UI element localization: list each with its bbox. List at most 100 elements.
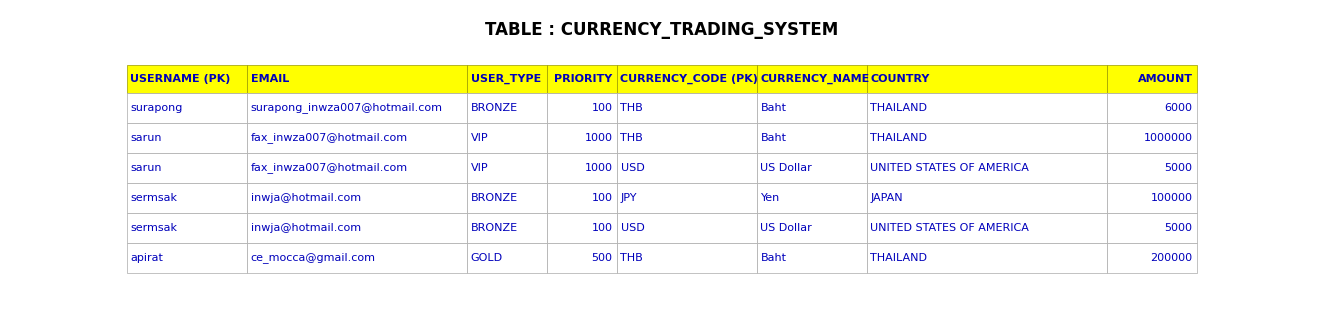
Bar <box>867 183 1106 213</box>
Text: UNITED STATES OF AMERICA: UNITED STATES OF AMERICA <box>871 223 1029 233</box>
Text: 1000000: 1000000 <box>1143 133 1192 143</box>
Text: sermsak: sermsak <box>131 193 177 203</box>
Text: BRONZE: BRONZE <box>471 193 517 203</box>
Text: inwja@hotmail.com: inwja@hotmail.com <box>250 193 361 203</box>
Bar <box>246 243 467 273</box>
Text: Baht: Baht <box>761 103 786 113</box>
Text: THAILAND: THAILAND <box>871 103 927 113</box>
Text: 100: 100 <box>591 223 613 233</box>
Bar <box>867 65 1106 93</box>
Text: USD: USD <box>620 163 644 173</box>
Bar <box>546 153 617 183</box>
Text: GOLD: GOLD <box>471 253 503 263</box>
Text: USD: USD <box>620 223 644 233</box>
Text: 100: 100 <box>591 103 613 113</box>
Bar <box>127 183 246 213</box>
Bar <box>467 123 546 153</box>
Text: apirat: apirat <box>131 253 163 263</box>
Bar <box>617 243 757 273</box>
Text: BRONZE: BRONZE <box>471 103 517 113</box>
Text: ce_mocca@gmail.com: ce_mocca@gmail.com <box>250 253 376 264</box>
Bar <box>617 123 757 153</box>
Bar <box>546 183 617 213</box>
Bar <box>467 65 546 93</box>
Text: VIP: VIP <box>471 133 488 143</box>
Bar <box>127 93 246 123</box>
Bar <box>757 93 867 123</box>
Text: CURRENCY_CODE (PK): CURRENCY_CODE (PK) <box>620 74 758 84</box>
Bar <box>757 243 867 273</box>
Bar <box>127 123 246 153</box>
Text: JAPAN: JAPAN <box>871 193 904 203</box>
Text: Baht: Baht <box>761 253 786 263</box>
Bar <box>246 123 467 153</box>
Text: THAILAND: THAILAND <box>871 133 927 143</box>
Bar <box>1106 93 1196 123</box>
Bar <box>1106 213 1196 243</box>
Bar <box>1106 65 1196 93</box>
Text: sarun: sarun <box>131 133 161 143</box>
Bar <box>867 123 1106 153</box>
Bar <box>1106 123 1196 153</box>
Bar <box>1106 153 1196 183</box>
Text: TABLE : CURRENCY_TRADING_SYSTEM: TABLE : CURRENCY_TRADING_SYSTEM <box>484 21 839 39</box>
Text: US Dollar: US Dollar <box>761 223 812 233</box>
Bar <box>546 65 617 93</box>
Bar <box>1106 243 1196 273</box>
Text: USER_TYPE: USER_TYPE <box>471 74 541 84</box>
Bar <box>867 243 1106 273</box>
Text: AMOUNT: AMOUNT <box>1138 74 1192 84</box>
Bar <box>617 153 757 183</box>
Bar <box>617 65 757 93</box>
Bar <box>757 65 867 93</box>
Text: VIP: VIP <box>471 163 488 173</box>
Text: 1000: 1000 <box>585 163 613 173</box>
Bar <box>757 183 867 213</box>
Bar <box>867 153 1106 183</box>
Bar <box>127 243 246 273</box>
Text: fax_inwza007@hotmail.com: fax_inwza007@hotmail.com <box>250 133 407 143</box>
Bar <box>617 93 757 123</box>
Text: sarun: sarun <box>131 163 161 173</box>
Text: PRIORITY: PRIORITY <box>554 74 613 84</box>
Text: USERNAME (PK): USERNAME (PK) <box>131 74 232 84</box>
Bar <box>867 213 1106 243</box>
Text: US Dollar: US Dollar <box>761 163 812 173</box>
Bar <box>246 183 467 213</box>
Text: fax_inwza007@hotmail.com: fax_inwza007@hotmail.com <box>250 163 407 173</box>
Text: JPY: JPY <box>620 193 636 203</box>
Bar <box>467 213 546 243</box>
Text: sermsak: sermsak <box>131 223 177 233</box>
Text: surapong_inwza007@hotmail.com: surapong_inwza007@hotmail.com <box>250 103 442 114</box>
Text: COUNTRY: COUNTRY <box>871 74 930 84</box>
Bar <box>467 93 546 123</box>
Text: THB: THB <box>620 253 643 263</box>
Bar <box>127 153 246 183</box>
Bar <box>246 93 467 123</box>
Text: surapong: surapong <box>131 103 183 113</box>
Bar <box>467 243 546 273</box>
Bar <box>467 183 546 213</box>
Bar <box>246 213 467 243</box>
Text: EMAIL: EMAIL <box>250 74 288 84</box>
Bar <box>467 153 546 183</box>
Bar <box>757 153 867 183</box>
Bar <box>546 123 617 153</box>
Text: 500: 500 <box>591 253 613 263</box>
Bar <box>127 65 246 93</box>
Text: 200000: 200000 <box>1151 253 1192 263</box>
Text: 6000: 6000 <box>1164 103 1192 113</box>
Text: 100000: 100000 <box>1151 193 1192 203</box>
Bar <box>757 123 867 153</box>
Text: 100: 100 <box>591 193 613 203</box>
Text: THAILAND: THAILAND <box>871 253 927 263</box>
Text: CURRENCY_NAME: CURRENCY_NAME <box>761 74 869 84</box>
Text: THB: THB <box>620 103 643 113</box>
Text: inwja@hotmail.com: inwja@hotmail.com <box>250 223 361 233</box>
Bar <box>546 243 617 273</box>
Text: 5000: 5000 <box>1164 163 1192 173</box>
Bar <box>617 213 757 243</box>
Text: Baht: Baht <box>761 133 786 143</box>
Text: BRONZE: BRONZE <box>471 223 517 233</box>
Bar <box>246 153 467 183</box>
